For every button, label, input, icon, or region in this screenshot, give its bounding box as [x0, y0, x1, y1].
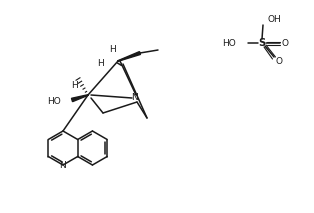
Text: N: N: [60, 161, 66, 170]
Text: O: O: [275, 56, 283, 66]
Text: H: H: [110, 45, 116, 53]
Text: H: H: [72, 81, 78, 89]
Polygon shape: [72, 95, 88, 102]
Text: HO: HO: [222, 39, 236, 47]
Text: S: S: [258, 38, 266, 48]
Text: HO: HO: [47, 98, 61, 106]
Text: O: O: [281, 39, 289, 47]
Text: N: N: [132, 94, 138, 102]
Text: OH: OH: [268, 16, 282, 24]
Text: H: H: [97, 59, 103, 68]
Polygon shape: [118, 52, 140, 61]
